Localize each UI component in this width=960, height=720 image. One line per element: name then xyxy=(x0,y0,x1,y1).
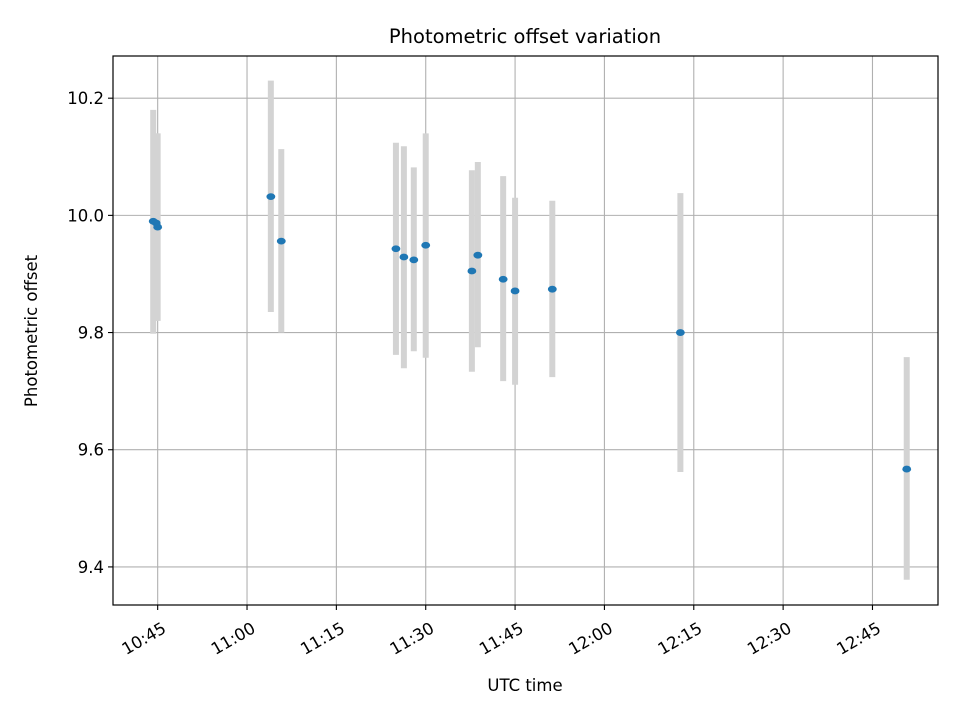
x-axis-label: UTC time xyxy=(487,676,562,695)
data-point xyxy=(399,253,409,261)
data-point xyxy=(276,237,286,245)
y-tick-label: 9.8 xyxy=(78,324,104,343)
data-point xyxy=(498,275,508,283)
y-tick-label: 10.0 xyxy=(67,206,104,225)
data-point xyxy=(510,287,520,295)
y-tick-label: 10.2 xyxy=(67,89,104,108)
data-point xyxy=(547,285,557,293)
y-tick-label: 9.6 xyxy=(78,441,104,460)
data-point xyxy=(675,329,685,336)
data-point xyxy=(473,251,483,259)
data-point xyxy=(266,193,276,201)
data-points xyxy=(148,193,912,473)
data-point xyxy=(902,465,912,473)
data-point xyxy=(409,256,419,264)
data-point xyxy=(467,267,477,275)
y-tick-label: 9.4 xyxy=(78,558,104,577)
plot-frame xyxy=(112,55,939,606)
chart-title: Photometric offset variation xyxy=(389,25,661,48)
y-axis-ticks: 9.4 9.6 9.8 10.0 10.2 xyxy=(67,89,113,577)
data-point xyxy=(153,223,163,231)
data-point xyxy=(421,241,431,249)
data-point xyxy=(391,245,401,253)
y-axis-label: Photometric offset xyxy=(22,254,41,407)
